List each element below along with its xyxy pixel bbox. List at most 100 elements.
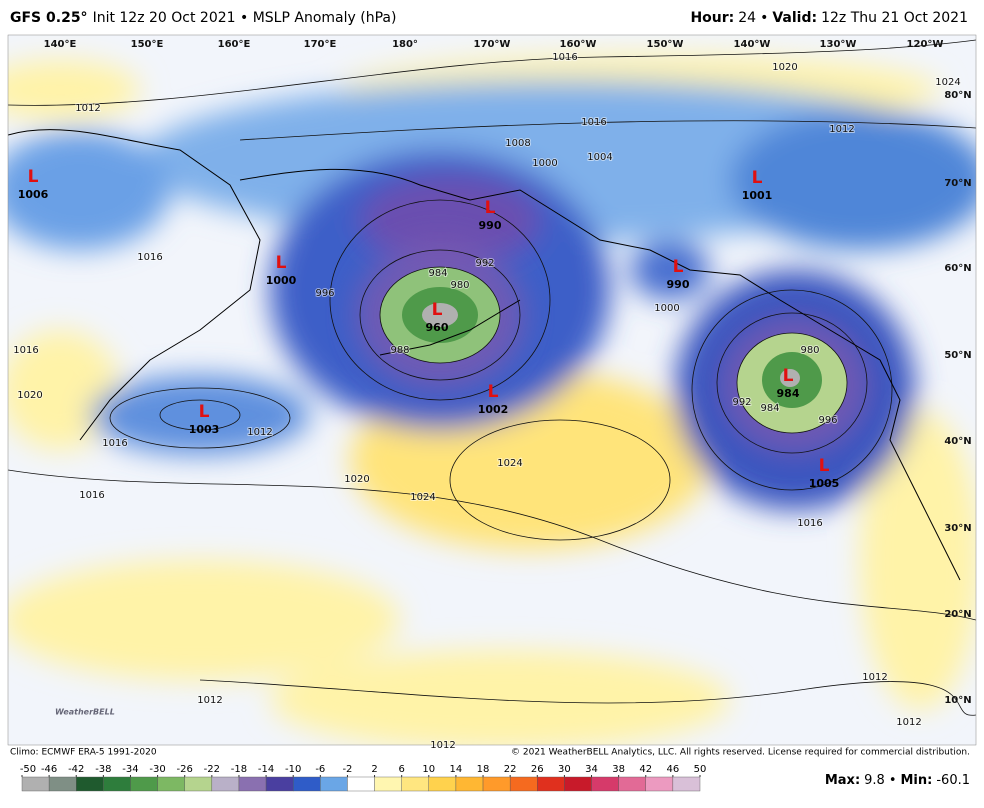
colorbar-tick-label: 10 bbox=[422, 764, 435, 775]
longitude-label: 150°E bbox=[131, 39, 164, 50]
isobar-label: 1000 bbox=[654, 303, 679, 314]
isobar-label: 1012 bbox=[247, 427, 272, 438]
longitude-label: 120°W bbox=[907, 39, 944, 50]
low-pressure-value: 1002 bbox=[478, 403, 509, 416]
colorbar-swatch bbox=[157, 776, 185, 792]
colorbar-swatch bbox=[618, 776, 646, 792]
colorbar-swatch bbox=[428, 776, 457, 792]
isobar-label: 1012 bbox=[75, 103, 100, 114]
colorbar-swatch bbox=[76, 776, 104, 792]
low-pressure-value: 990 bbox=[479, 219, 502, 232]
subtitle: Init 12z 20 Oct 2021 • MSLP Anomaly (hPa… bbox=[93, 10, 397, 26]
colorbar-tick-label: -18 bbox=[231, 764, 247, 775]
colorbar-tick-label: 22 bbox=[504, 764, 517, 775]
low-symbol: L bbox=[485, 198, 496, 218]
colorbar-swatch bbox=[374, 776, 402, 792]
colorbar-tick-label: 14 bbox=[450, 764, 463, 775]
colorbar-tick-label: 18 bbox=[477, 764, 490, 775]
valid-label: Valid: bbox=[772, 10, 817, 26]
climo-note: Climo: ECMWF ERA-5 1991-2020 bbox=[10, 748, 157, 758]
latitude-label: 50°N bbox=[944, 350, 971, 361]
isobar-label: 1008 bbox=[505, 138, 530, 149]
isobar-label: 1024 bbox=[410, 492, 435, 503]
stats: Max: 9.8 • Min: -60.1 bbox=[825, 773, 970, 788]
colorbar-swatch bbox=[265, 776, 294, 792]
colorbar-swatch bbox=[130, 776, 158, 792]
colorbar-tick-label: 38 bbox=[612, 764, 625, 775]
max: 9.8 bbox=[864, 773, 885, 788]
low-pressure-value: 1006 bbox=[18, 188, 49, 201]
colorbar-tick-label: -46 bbox=[41, 764, 57, 775]
colorbar-tick-label: 30 bbox=[558, 764, 571, 775]
colorbar-swatch bbox=[645, 776, 674, 792]
isobar-label: 1024 bbox=[935, 77, 960, 88]
isobar-label: 1016 bbox=[79, 490, 104, 501]
isobar-label: 988 bbox=[390, 345, 409, 356]
latitude-label: 80°N bbox=[944, 90, 971, 101]
longitude-label: 160°W bbox=[560, 39, 597, 50]
logo: WeatherBELL bbox=[55, 708, 115, 717]
colorbar-tick-label: 42 bbox=[639, 764, 652, 775]
longitude-label: 170°E bbox=[304, 39, 337, 50]
latitude-label: 10°N bbox=[944, 695, 971, 706]
colorbar-tick-label: 46 bbox=[667, 764, 680, 775]
low-symbol: L bbox=[432, 300, 443, 320]
isobar-label: 984 bbox=[760, 403, 779, 414]
longitude-label: 170°W bbox=[474, 39, 511, 50]
header-left: GFS 0.25° Init 12z 20 Oct 2021 • MSLP Ano… bbox=[10, 10, 396, 26]
colorbar-swatch bbox=[103, 776, 131, 792]
isobar-label: 996 bbox=[315, 288, 334, 299]
map-frame bbox=[7, 34, 977, 746]
low-pressure-value: 990 bbox=[667, 278, 690, 291]
isobar-label: 980 bbox=[450, 280, 469, 291]
isobar-label: 996 bbox=[818, 415, 837, 426]
longitude-label: 160°E bbox=[218, 39, 251, 50]
colorbar-swatch bbox=[48, 776, 77, 792]
low-symbol: L bbox=[488, 382, 499, 402]
isobar-label: 1020 bbox=[772, 62, 797, 73]
isobar-label: 992 bbox=[732, 397, 751, 408]
low-symbol: L bbox=[673, 257, 684, 277]
colorbar-swatch bbox=[184, 776, 213, 792]
colorbar-tick-label: -22 bbox=[204, 764, 220, 775]
colorbar-tick-label: -6 bbox=[315, 764, 325, 775]
model: GFS 0.25° bbox=[10, 10, 88, 26]
isobar-label: 1024 bbox=[497, 458, 522, 469]
low-symbol: L bbox=[28, 167, 39, 187]
separator: • bbox=[760, 10, 768, 26]
longitude-label: 140°E bbox=[44, 39, 77, 50]
low-symbol: L bbox=[783, 366, 794, 386]
isobar-label: 1016 bbox=[13, 345, 38, 356]
isobar-label: 984 bbox=[428, 268, 447, 279]
colorbar-swatch bbox=[455, 776, 484, 792]
isobar-label: 992 bbox=[475, 258, 494, 269]
low-symbol: L bbox=[819, 456, 830, 476]
min-label: Min: bbox=[901, 773, 933, 788]
isobar-label: 1020 bbox=[17, 390, 42, 401]
isobar-label: 1012 bbox=[829, 124, 854, 135]
isobars bbox=[8, 39, 976, 716]
max-label: Max: bbox=[825, 773, 860, 788]
colorbar-swatch bbox=[238, 776, 267, 792]
longitude-label: 130°W bbox=[820, 39, 857, 50]
colorbar-tick-label: -26 bbox=[177, 764, 193, 775]
colorbar-swatch bbox=[591, 776, 619, 792]
longitude-label: 150°W bbox=[647, 39, 684, 50]
hour-label: Hour: bbox=[690, 10, 734, 26]
colorbar-swatch bbox=[672, 776, 701, 792]
isobar-label: 1012 bbox=[430, 740, 455, 751]
colorbar-swatch bbox=[564, 776, 592, 792]
colorbar-tick-label: -50 bbox=[20, 764, 36, 775]
header-right: Hour: 24 • Valid: 12z Thu 21 Oct 2021 bbox=[690, 10, 968, 26]
colorbar-tick-label: 34 bbox=[585, 764, 598, 775]
low-symbol: L bbox=[752, 168, 763, 188]
latitude-label: 60°N bbox=[944, 263, 971, 274]
colorbar-tick-label: -38 bbox=[95, 764, 111, 775]
low-pressure-value: 1003 bbox=[189, 423, 220, 436]
latitude-label: 30°N bbox=[944, 523, 971, 534]
isobar-label: 1020 bbox=[344, 474, 369, 485]
latitude-label: 40°N bbox=[944, 436, 971, 447]
low-symbol: L bbox=[199, 402, 210, 422]
map bbox=[8, 35, 976, 745]
